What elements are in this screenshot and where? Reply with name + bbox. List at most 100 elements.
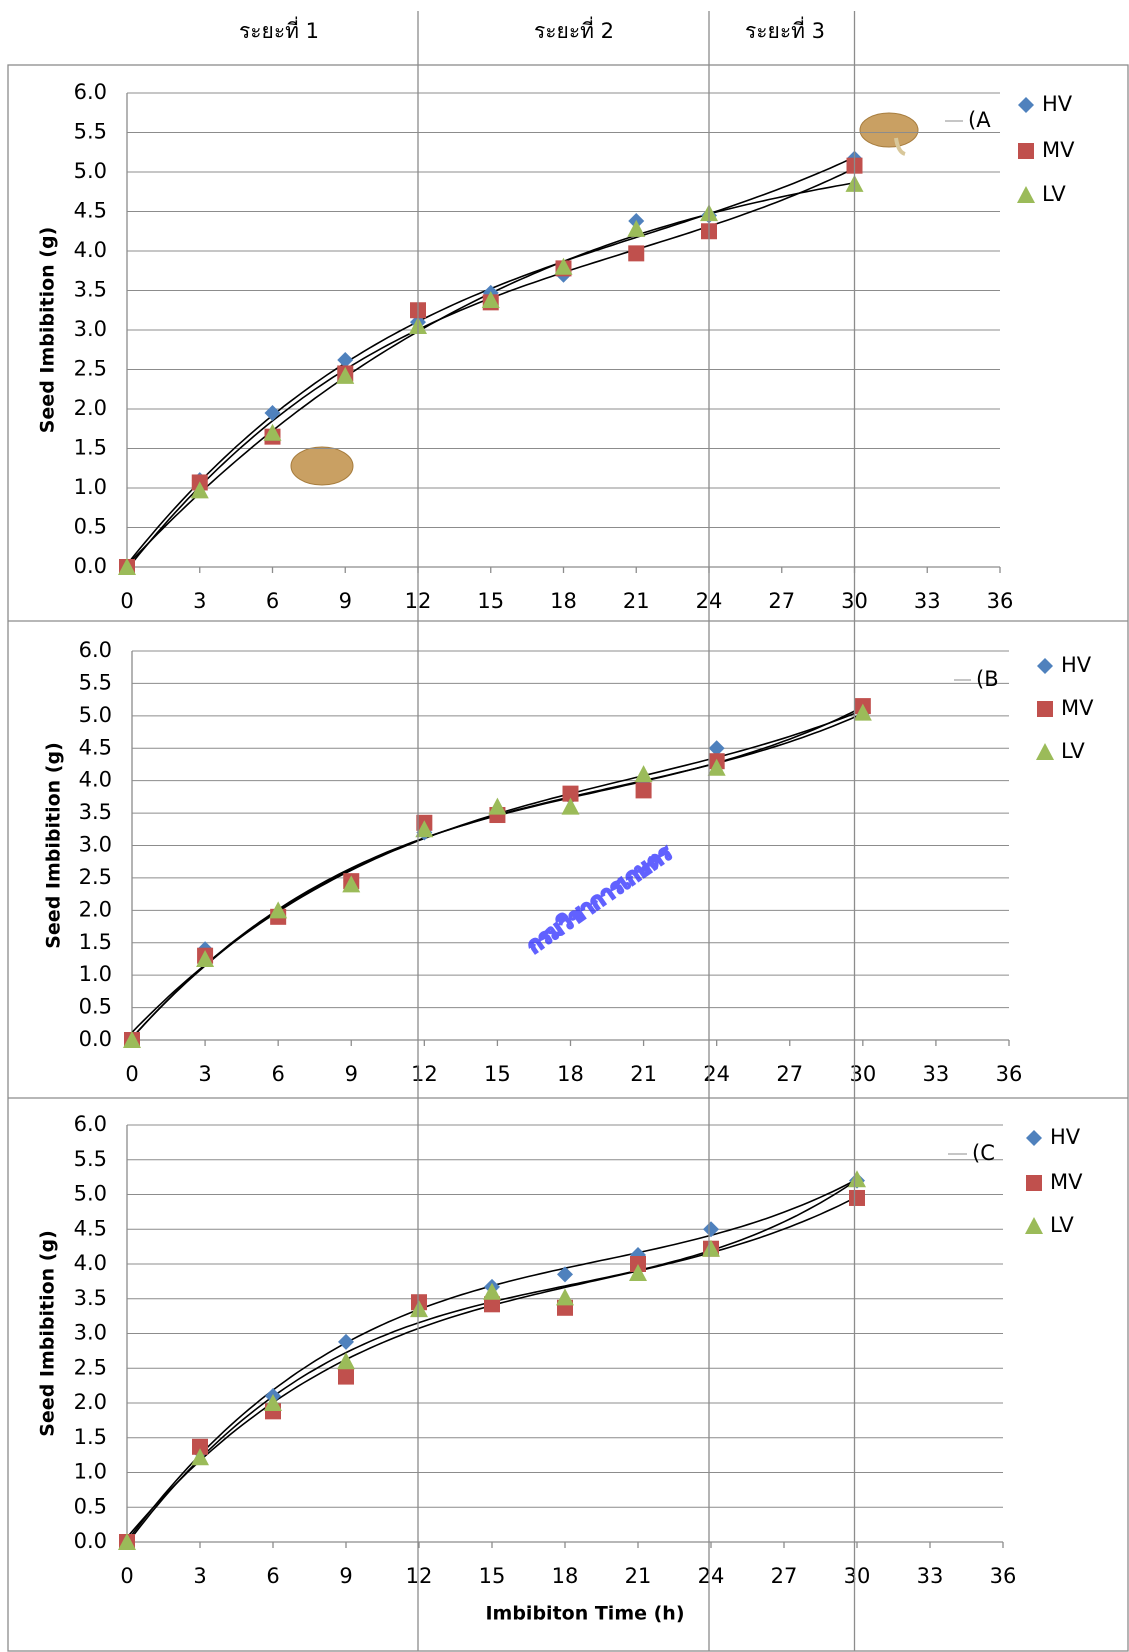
- x-tick-label: 15: [477, 589, 504, 613]
- x-tick-label: 24: [698, 1564, 725, 1588]
- y-tick-label: 5.5: [79, 670, 112, 694]
- point: [1037, 658, 1053, 674]
- y-tick-label: 2.5: [74, 1355, 107, 1379]
- point: [263, 423, 282, 441]
- point: [118, 558, 136, 575]
- point: [481, 290, 500, 308]
- trendline: [131, 709, 864, 1033]
- y-tick-label: 4.0: [79, 768, 112, 792]
- x-tick-label: 15: [479, 1564, 506, 1588]
- y-tick-label: 1.5: [74, 436, 107, 460]
- y-tick-label: 2.0: [74, 396, 107, 420]
- y-axis-title: Seed Imbibition (g): [43, 742, 65, 949]
- y-tick-label: 4.5: [74, 1216, 107, 1240]
- point: [562, 785, 579, 802]
- legend-label: LV: [1061, 739, 1085, 763]
- y-tick-label: 2.5: [79, 865, 112, 889]
- x-tick-label: 24: [703, 1062, 730, 1086]
- point: [190, 481, 209, 499]
- seed: [290, 446, 354, 486]
- point: [707, 758, 726, 776]
- point: [708, 740, 725, 757]
- point: [1036, 743, 1054, 760]
- panel: 0.0 0.5 1.0 1.5 2.0 2.5 3.0 3.5 4.0 4.5 5.0 5.5 6.0 0…: [37, 80, 1076, 613]
- point: [410, 1300, 428, 1318]
- point: [1017, 186, 1035, 203]
- trendline: [131, 706, 864, 1039]
- x-tick-label: 30: [844, 1564, 871, 1588]
- point: [853, 703, 872, 721]
- x-tick-label: 33: [917, 1564, 944, 1588]
- x-tick-label: 27: [768, 589, 795, 613]
- y-tick-label: 0.5: [74, 515, 107, 539]
- x-tick-label: 0: [120, 589, 133, 613]
- point: [336, 366, 355, 384]
- legend-label: MV: [1050, 1170, 1083, 1194]
- point: [192, 1438, 208, 1455]
- y-tick-label: 2.5: [74, 357, 107, 381]
- point: [123, 1031, 141, 1048]
- y-tick-label: 4.5: [79, 735, 112, 759]
- y-tick-label: 3.0: [79, 833, 112, 857]
- trendline: [126, 1179, 858, 1545]
- point: [557, 1266, 573, 1283]
- y-tick-label: 0.0: [79, 1027, 112, 1051]
- y-tick-label: 6.0: [74, 80, 107, 104]
- point: [556, 1288, 574, 1306]
- x-tick-label: 0: [120, 1564, 133, 1588]
- x-tick-label: 33: [914, 589, 941, 613]
- phase-label: ระยะที่ 3: [745, 16, 825, 43]
- point: [629, 1264, 647, 1282]
- x-tick-label: 21: [625, 1564, 652, 1588]
- trendline: [126, 1195, 858, 1539]
- y-tick-label: 1.5: [74, 1425, 107, 1449]
- point: [342, 875, 361, 893]
- y-tick-label: 0.0: [74, 554, 107, 578]
- y-tick-label: 3.5: [79, 800, 112, 824]
- y-tick-label: 1.0: [74, 475, 107, 499]
- y-tick-label: 5.5: [74, 120, 107, 144]
- x-tick-label: 18: [557, 1062, 584, 1086]
- y-tick-label: 5.0: [74, 1182, 107, 1206]
- point: [561, 797, 580, 815]
- point: [554, 257, 573, 275]
- x-tick-label: 6: [266, 589, 279, 613]
- point: [415, 820, 434, 838]
- y-tick-label: 4.0: [74, 1251, 107, 1275]
- x-tick-label: 9: [345, 1062, 358, 1086]
- point: [702, 1239, 720, 1257]
- y-tick-label: 2.0: [74, 1390, 107, 1414]
- panel-label: (C: [972, 1141, 995, 1165]
- x-tick-label: 9: [339, 1564, 352, 1588]
- panel-label: (A: [968, 108, 991, 132]
- y-tick-label: 4.5: [74, 199, 107, 223]
- x-tick-label: 3: [198, 1062, 211, 1086]
- point: [488, 797, 507, 815]
- x-tick-label: 6: [271, 1062, 284, 1086]
- x-tick-label: 3: [193, 589, 206, 613]
- y-tick-label: 4.0: [74, 238, 107, 262]
- y-axis-title: Seed Imbibition (g): [37, 227, 59, 434]
- point: [1026, 1130, 1042, 1146]
- point: [1018, 97, 1034, 113]
- legend-label: HV: [1050, 1125, 1081, 1149]
- y-tick-label: 6.0: [79, 638, 112, 662]
- point: [849, 1189, 865, 1206]
- point: [196, 949, 215, 967]
- x-tick-label: 36: [990, 1564, 1017, 1588]
- x-tick-label: 30: [849, 1062, 876, 1086]
- x-tick-label: 36: [996, 1062, 1023, 1086]
- point: [627, 219, 646, 237]
- panel: 0.0 0.5 1.0 1.5 2.0 2.5 3.0 3.5 4.0 4.5 5.0 5.5 6.0 0…: [37, 1112, 1084, 1625]
- legend-label: LV: [1042, 182, 1066, 206]
- point: [264, 1394, 282, 1411]
- point: [635, 782, 652, 799]
- point: [1026, 1175, 1042, 1191]
- y-tick-label: 5.0: [79, 703, 112, 727]
- x-tick-label: 18: [552, 1564, 579, 1588]
- trendline: [126, 167, 855, 571]
- point: [337, 1352, 355, 1370]
- point: [338, 1368, 354, 1385]
- point: [703, 1221, 719, 1238]
